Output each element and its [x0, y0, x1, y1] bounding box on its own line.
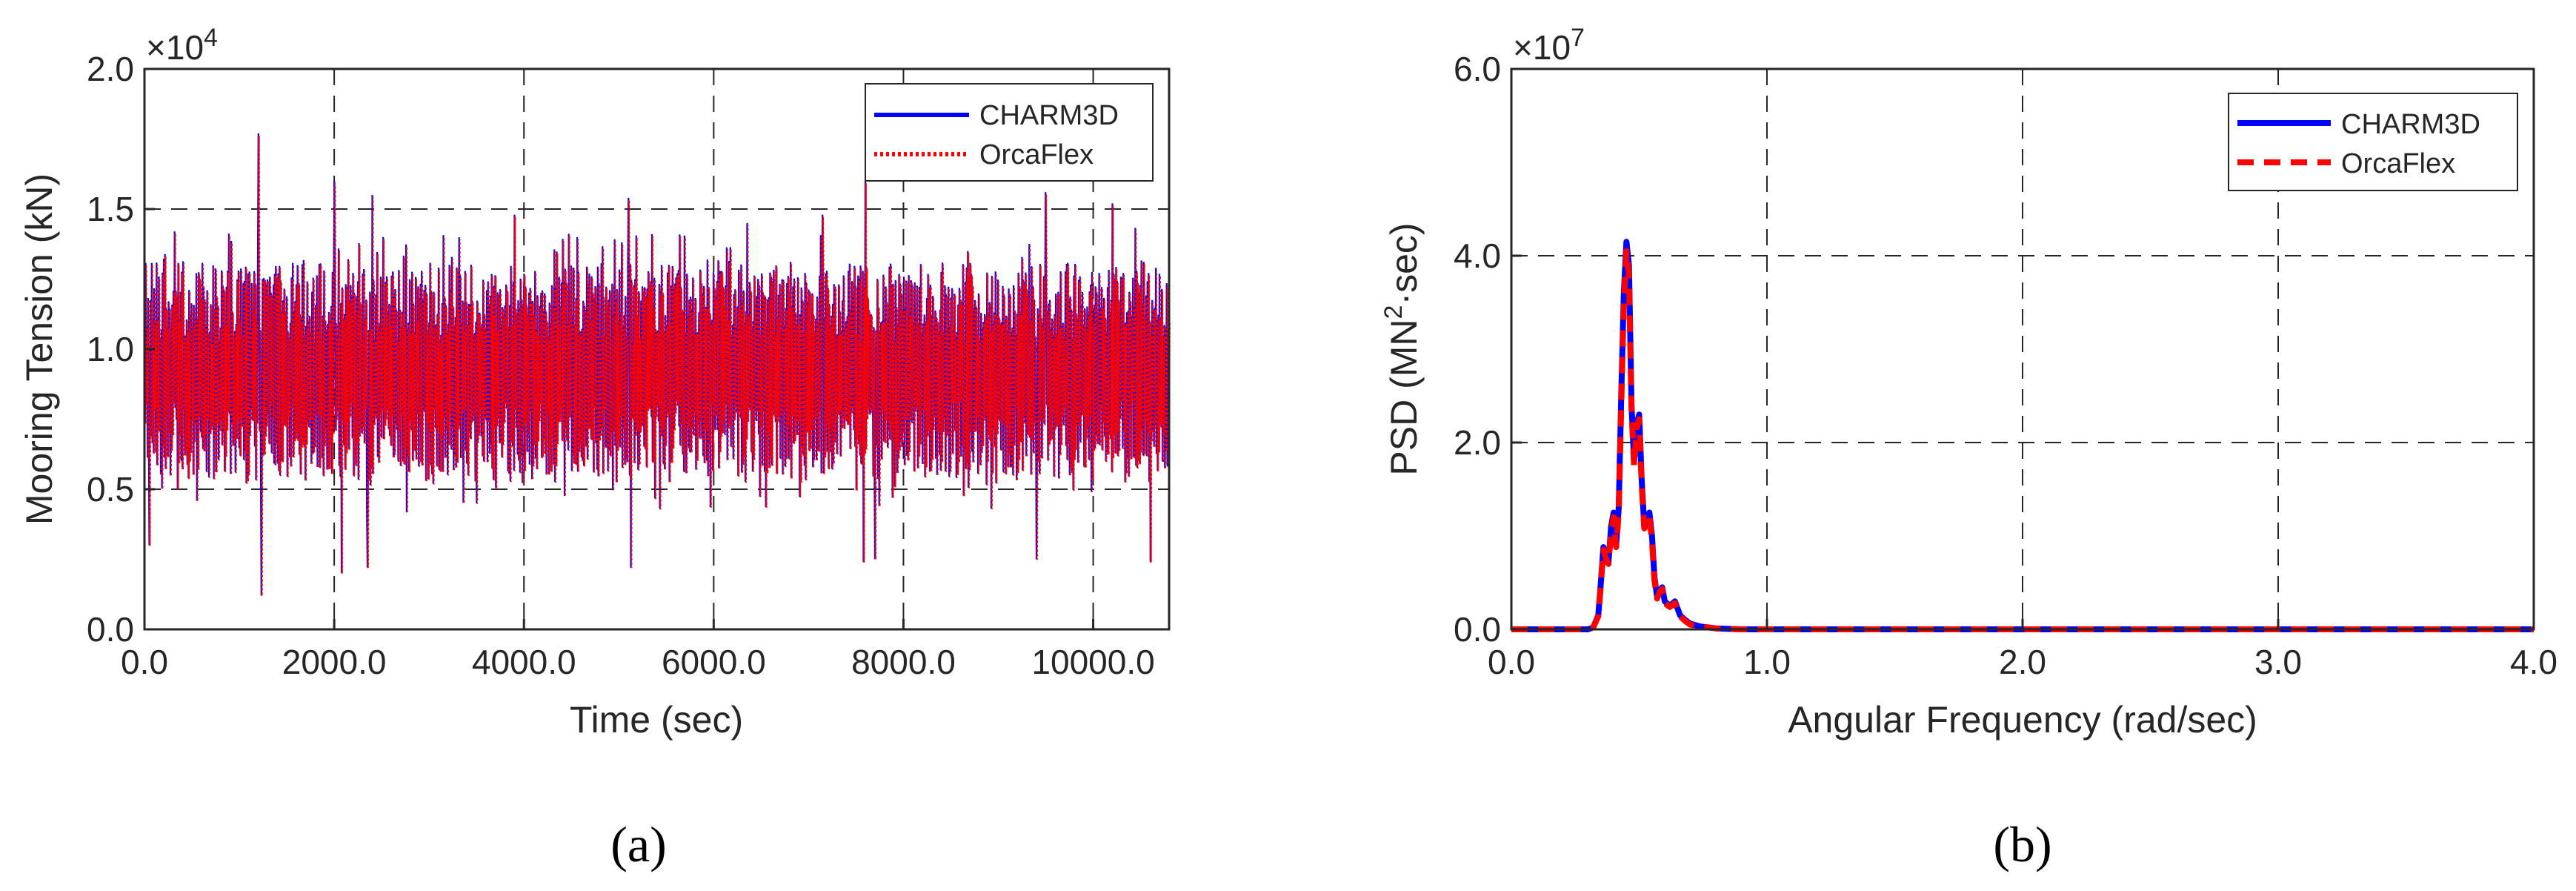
panel-b-caption: (b)	[1993, 816, 2051, 872]
panel-a-series-orcaflex	[144, 136, 1171, 596]
panel-a-xtick-label: 2000.0	[282, 643, 387, 681]
panel-b-xtick-label: 0.0	[1488, 643, 1535, 681]
panel-a-ytick-label: 1.0	[87, 330, 134, 368]
panel-a-y-axis-label: Mooring Tension (kN)	[19, 173, 60, 525]
panel-a-ytick-label: 2.0	[87, 50, 134, 88]
panel-a-ytick-label: 1.5	[87, 190, 134, 228]
panel-b-y-multiplier: ×107	[1513, 24, 1585, 67]
panel-a-xtick-label: 10000.0	[1031, 643, 1154, 681]
panel-a-xtick-label: 0.0	[121, 643, 168, 681]
panel-b-ytick-label: 2.0	[1454, 423, 1501, 462]
panel-a-legend: CHARM3D OrcaFlex	[865, 83, 1154, 182]
panel-b-ticks: 0.0 1.0 2.0 3.0 4.0 0.0 2.0 4.0 6.0	[1454, 50, 2557, 681]
panel-a-caption: (a)	[610, 816, 666, 872]
panel-a-xtick-label: 4000.0	[472, 643, 576, 681]
panel-b-ytick-label: 4.0	[1454, 236, 1501, 275]
panel-a-xtick-label: 6000.0	[662, 643, 766, 681]
panel-a-series-lines	[143, 133, 1171, 596]
panel-b-x-axis-label: Angular Frequency (rad/sec)	[1788, 699, 2257, 741]
panel-b-xtick-label: 1.0	[1743, 643, 1791, 681]
panel-b-legend-label-orcaflex: OrcaFlex	[2341, 148, 2455, 179]
panel-a-time-series: 0.0 2000.0 4000.0 6000.0 8000.0 10000.0 0.0 0.5…	[19, 24, 1171, 872]
panel-b-series-orcaflex	[1511, 248, 2534, 632]
panel-b-xtick-label: 3.0	[2254, 643, 2302, 681]
panel-a-ticks: 0.0 2000.0 4000.0 6000.0 8000.0 10000.0 0.0 0.5…	[87, 50, 1155, 681]
panel-a-legend-label-charm3d: CHARM3D	[979, 100, 1119, 131]
panel-a-xtick-label: 8000.0	[851, 643, 956, 681]
panel-b-y-axis-label: PSD (MN2·sec)	[1379, 222, 1425, 475]
panel-b-xtick-label: 4.0	[2510, 643, 2557, 681]
panel-a-y-multiplier: ×104	[146, 24, 218, 67]
panel-b-xtick-label: 2.0	[1999, 643, 2046, 681]
panel-b-ytick-label: 6.0	[1454, 50, 1501, 88]
panel-a-x-axis-label: Time (sec)	[570, 699, 743, 741]
panel-b-ytick-label: 0.0	[1454, 610, 1501, 649]
panel-a-ytick-label: 0.0	[87, 610, 134, 649]
panel-b-psd: 0.0 1.0 2.0 3.0 4.0 0.0 2.0 4.0 6.0 ×107 Angular…	[1379, 24, 2557, 872]
panel-a-legend-label-orcaflex: OrcaFlex	[979, 139, 1094, 170]
panel-b-legend-box	[2228, 93, 2518, 191]
panel-b-legend-label-charm3d: CHARM3D	[2341, 109, 2480, 140]
panel-b-series-lines	[1511, 239, 2534, 632]
panel-a-ytick-label: 0.5	[87, 470, 134, 509]
panel-a-legend-box	[865, 83, 1154, 182]
panel-b-legend: CHARM3D OrcaFlex	[2228, 93, 2518, 191]
